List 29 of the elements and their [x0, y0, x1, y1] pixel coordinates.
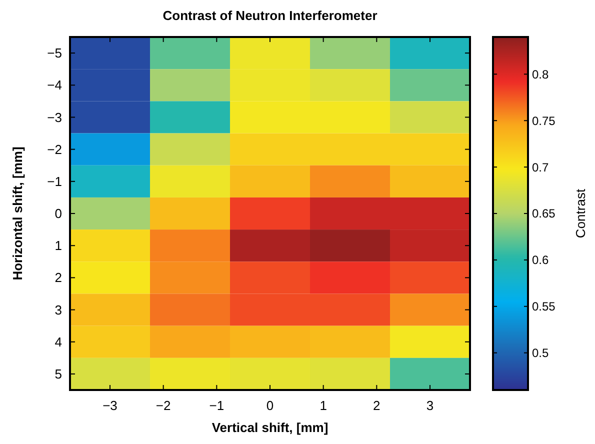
y-tick-label: 1	[54, 238, 62, 254]
color-bar-title: Contrast	[573, 188, 588, 238]
chart-title: Contrast of Neutron Interferometer	[162, 8, 378, 23]
y-tick-label: −3	[47, 110, 62, 125]
y-tick-label: −5	[47, 46, 62, 61]
x-tick-label: 0	[266, 398, 274, 413]
y-tick-label: −1	[47, 174, 62, 189]
y-axis-title: Horizontal shift, [mm]	[10, 146, 25, 280]
x-tick-label: 1	[320, 398, 327, 413]
y-tick-label: −4	[47, 78, 62, 93]
color-bar-label: 0.55	[532, 300, 556, 314]
x-tick-label: 3	[426, 398, 434, 413]
y-tick-label: −2	[47, 142, 62, 157]
color-bar-label: 0.7	[532, 160, 550, 174]
color-bar-label: 0.6	[532, 253, 550, 268]
x-tick-label: 2	[373, 398, 380, 413]
color-bar-label: 0.5	[532, 346, 550, 360]
y-tick-label: 3	[54, 302, 62, 318]
x-tick-label: −2	[156, 398, 171, 413]
color-bar-label: 0.75	[532, 114, 556, 128]
x-tick-label: −1	[209, 398, 224, 413]
y-tick-label: 0	[54, 206, 62, 222]
x-tick-label: −3	[102, 398, 118, 413]
y-tick-label: 5	[54, 366, 62, 382]
y-tick-label: 4	[54, 334, 62, 350]
color-bar-label: 0.65	[532, 206, 556, 221]
y-tick-label: 2	[54, 270, 62, 286]
color-bar-label: 0.8	[532, 67, 550, 82]
x-axis-title: Vertical shift, [mm]	[212, 420, 328, 435]
